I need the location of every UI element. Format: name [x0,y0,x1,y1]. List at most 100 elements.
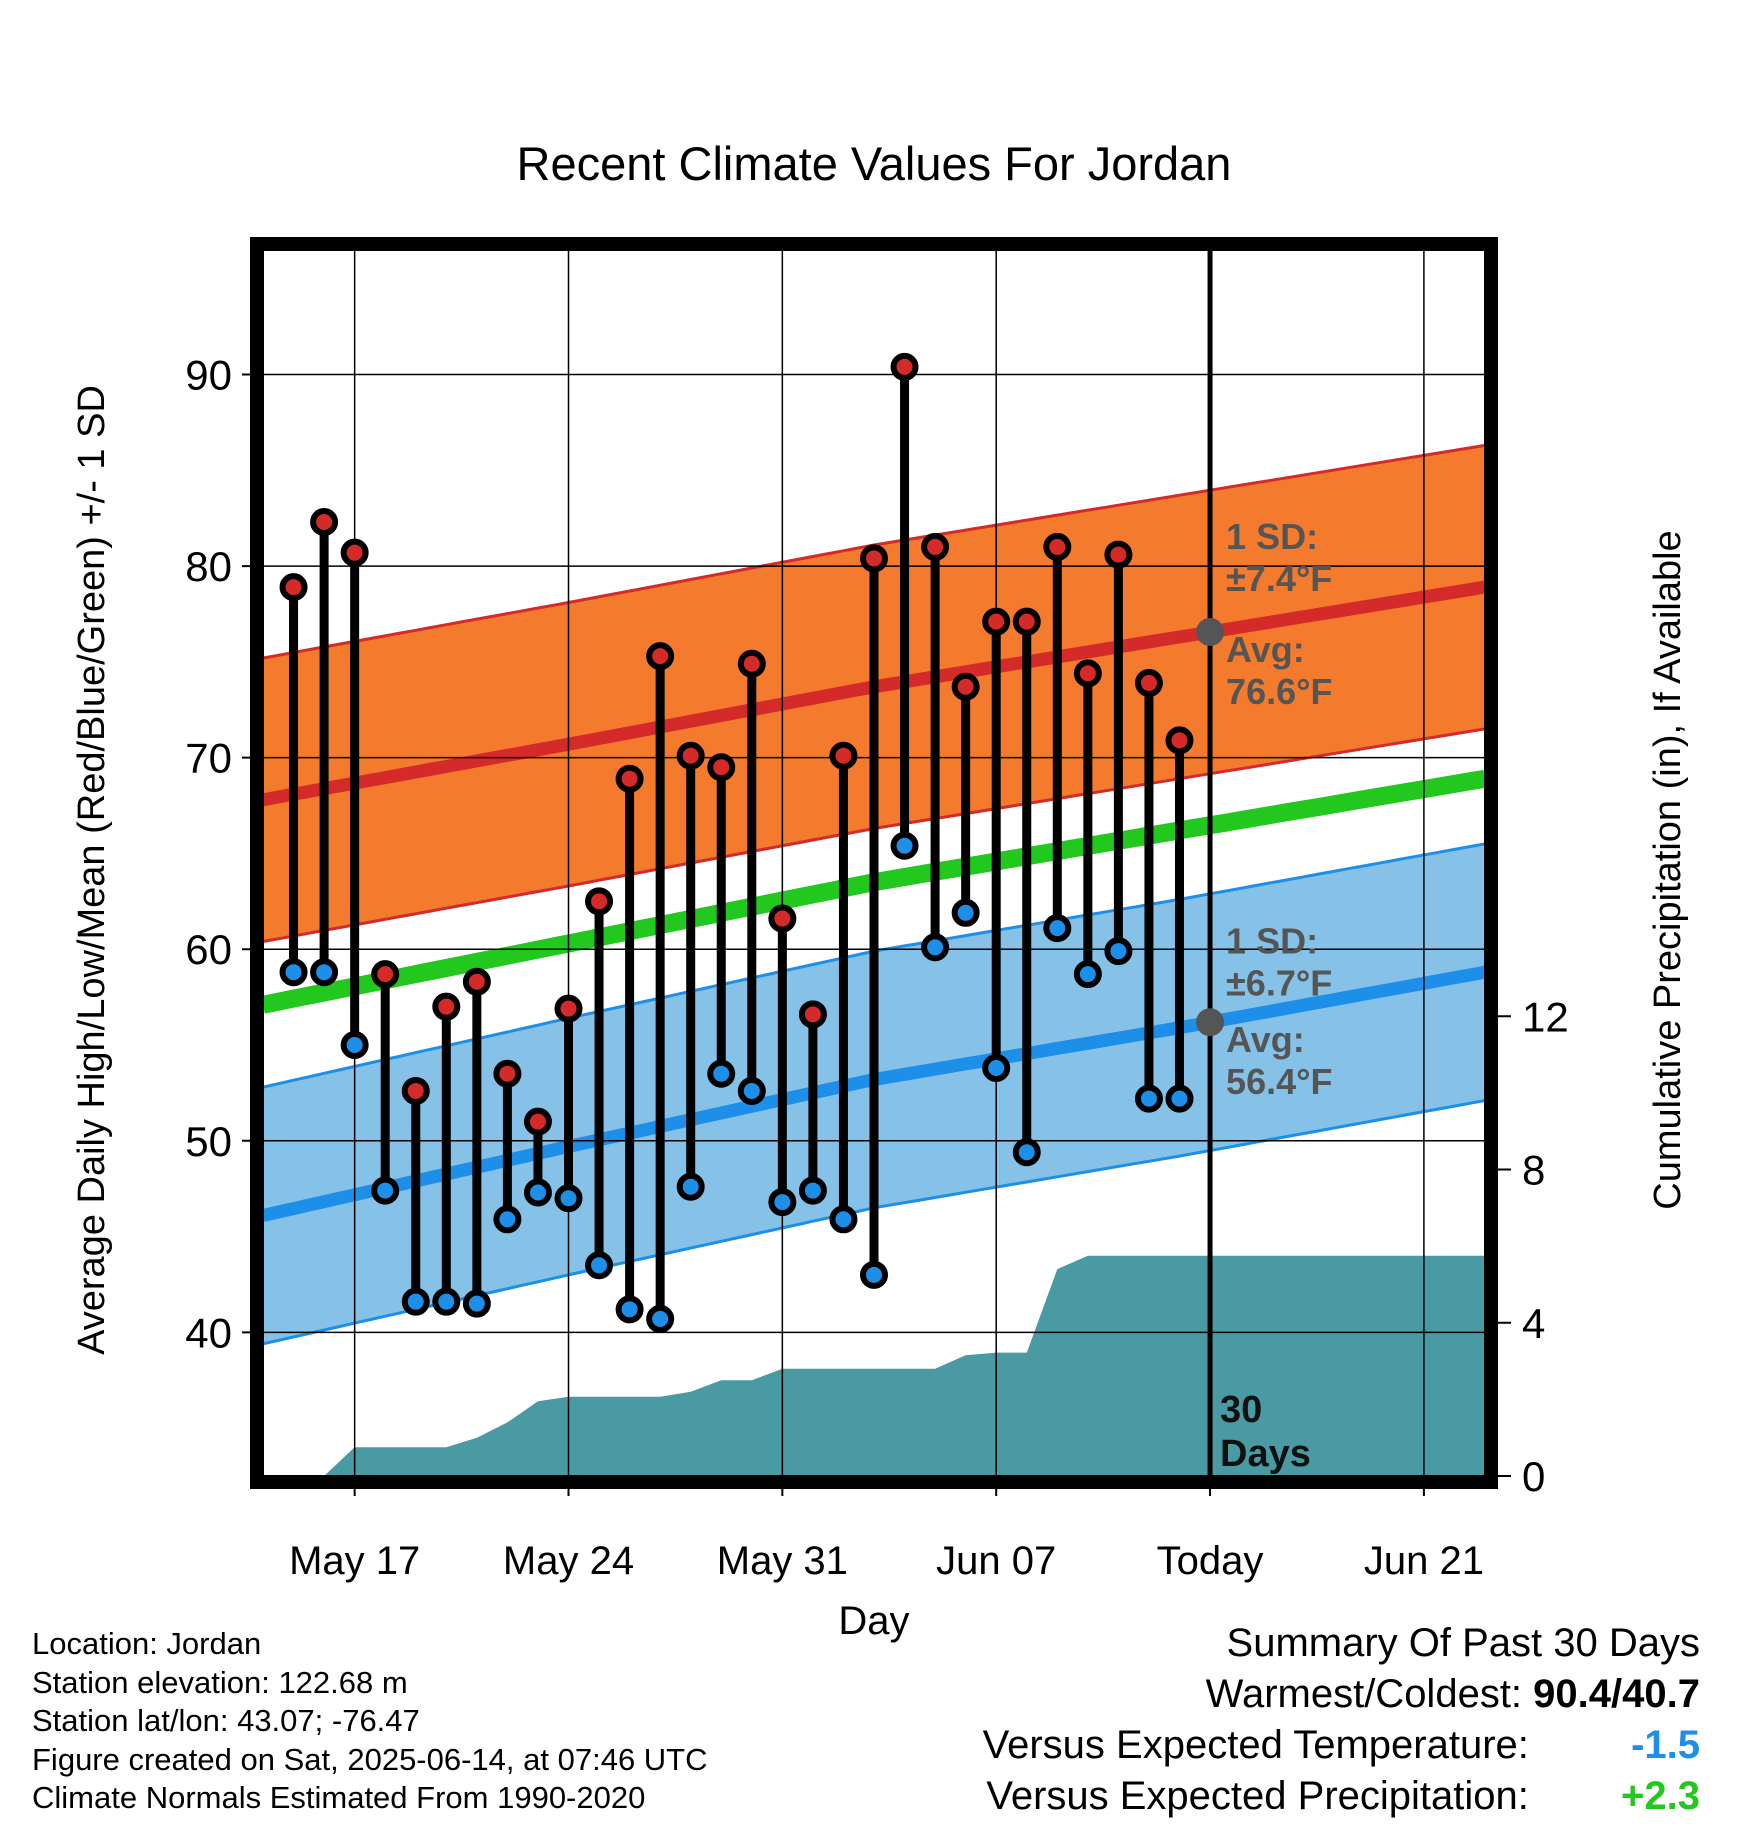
y-tick-label-right: 12 [1522,993,1569,1040]
low-avg-label: Avg: [1226,1019,1305,1060]
high-point [890,352,919,381]
high-point [951,672,980,701]
precip-value: +2.3 [1621,1774,1700,1818]
high-point [493,1059,522,1088]
y-axis-label-left: Average Daily High/Low/Mean (Red/Blue/Gr… [71,385,113,1355]
precip-area [293,1255,1485,1476]
warm-cold-value: 90.4/40.7 [1533,1672,1700,1716]
low-point [615,1295,644,1324]
high-point [615,764,644,793]
location-text: Location: Jordan [32,1626,262,1661]
high-point [646,642,675,671]
high-point [768,904,797,933]
chart-title: Recent Climate Values For Jordan [517,137,1232,190]
low-point [279,958,308,987]
y-tick-label-left: 60 [185,926,232,973]
low-point [676,1172,705,1201]
x-tick-label: May 17 [289,1539,420,1583]
low-point [554,1184,583,1213]
high-point [585,887,614,916]
y-tick-label-left: 50 [185,1118,232,1165]
high-point [676,741,705,770]
low-sd-label: 1 SD: [1226,920,1318,961]
x-tick-label: Jun 07 [936,1539,1056,1583]
low-point [340,1030,369,1059]
days-label-number: 30 [1220,1389,1262,1431]
avg-low-today-dot [1196,1008,1225,1037]
high-sd-value: ±7.4°F [1226,558,1332,599]
normals-text: Climate Normals Estimated From 1990-2020 [32,1780,646,1815]
low-point [768,1188,797,1217]
station-info: Location: Jordan Station elevation: 122.… [32,1625,708,1818]
low-point [798,1176,827,1205]
high-point [921,532,950,561]
low-point [860,1260,888,1289]
low-point [1165,1084,1194,1113]
high-point [401,1076,430,1105]
high-point [860,544,888,573]
high-point [798,1000,827,1029]
x-tick-label: May 24 [503,1539,634,1583]
low-point [1043,914,1072,943]
high-sd-label: 1 SD: [1226,516,1318,557]
low-point [951,898,980,927]
low-point [982,1053,1011,1082]
low-point [523,1178,552,1207]
summary-panel: Summary Of Past 30 Days Warmest/Coldest:… [983,1618,1700,1822]
high-point [1043,532,1072,561]
low-point [585,1251,614,1280]
high-point [340,538,369,567]
low-point [493,1205,522,1234]
high-point [707,753,736,782]
high-avg-label: Avg: [1226,629,1305,670]
x-axis-label: Day [838,1599,909,1643]
days-label-unit: Days [1220,1433,1311,1475]
latlon-text: Station lat/lon: 43.07; -76.47 [32,1703,420,1738]
low-point [829,1205,858,1234]
low-point [1104,937,1133,966]
low-point [737,1076,766,1105]
high-point [310,508,339,537]
summary-temp: Versus Expected Temperature: -1.5 [983,1720,1700,1771]
y-tick-label-left: 80 [185,543,232,590]
high-point [1134,668,1163,697]
high-point [1104,540,1133,569]
high-point [982,607,1011,636]
high-point [554,994,583,1023]
low-point [921,933,950,962]
created-text: Figure created on Sat, 2025-06-14, at 07… [32,1741,708,1777]
elevation-text: Station elevation: 122.68 m [32,1664,408,1700]
high-avg-value: 76.6°F [1226,671,1332,712]
high-point [737,649,766,678]
low-point [890,831,919,860]
high-point [829,741,858,770]
avg-high-today-dot [1196,617,1225,646]
summary-precip: Versus Expected Precipitation: +2.3 [983,1771,1700,1822]
high-point [1012,607,1041,636]
low-point [310,958,339,987]
low-point [371,1176,400,1205]
high-point [371,960,400,989]
high-point [523,1107,552,1136]
y-axis-label-right: Cumulative Precipitation (in), If Availa… [1647,530,1689,1209]
high-point [279,573,308,602]
temp-label: Versus Expected Temperature: [982,1723,1529,1767]
warm-cold-label: Warmest/Coldest: [1205,1672,1523,1716]
high-point [462,967,491,996]
temp-value: -1.5 [1631,1723,1700,1767]
y-tick-label-right: 4 [1522,1300,1545,1347]
x-tick-label: May 31 [717,1539,848,1583]
y-tick-label-right: 0 [1522,1453,1545,1500]
x-tick-label: Jun 21 [1364,1539,1484,1583]
low-sd-value: ±6.7°F [1226,962,1332,1003]
low-point [646,1304,675,1333]
high-point [1073,659,1102,688]
precip-label: Versus Expected Precipitation: [986,1774,1529,1818]
y-tick-label-left: 90 [185,352,232,399]
low-point [1134,1084,1163,1113]
low-point [401,1287,430,1316]
low-point [707,1059,736,1088]
low-avg-value: 56.4°F [1226,1061,1332,1102]
high-point [432,992,461,1021]
